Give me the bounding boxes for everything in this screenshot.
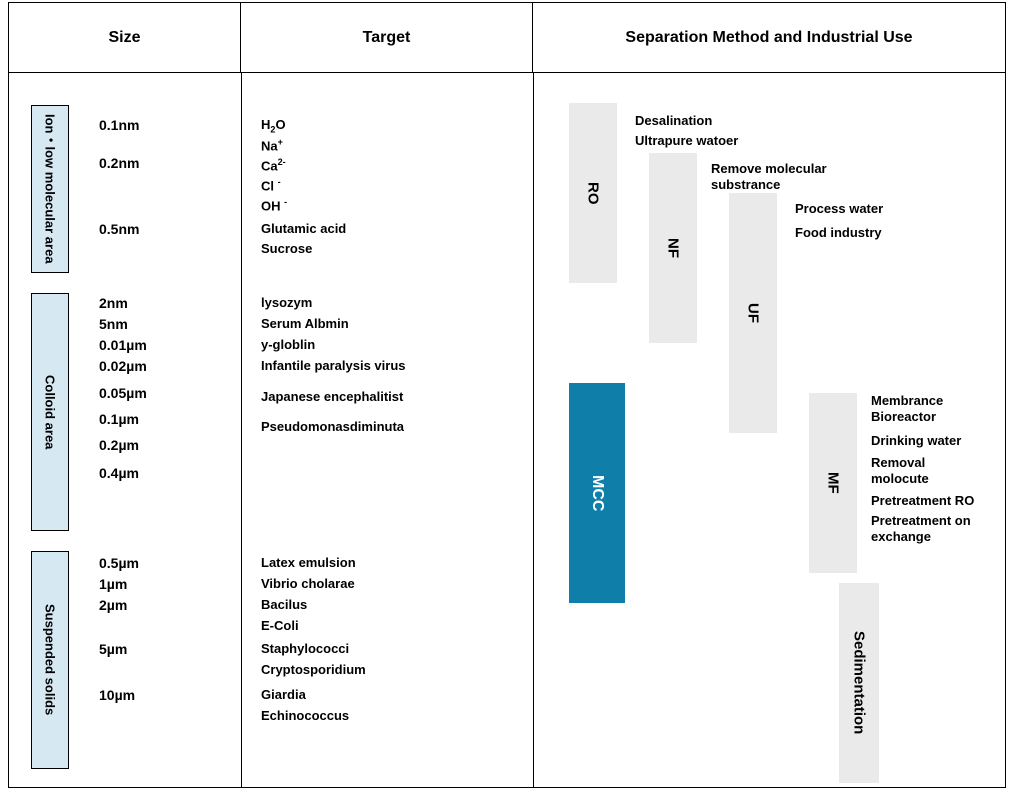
method-box-sed: Sedimentation xyxy=(839,583,879,783)
size-label: 0.1µm xyxy=(99,411,139,427)
size-label: 0.5nm xyxy=(99,221,139,237)
column-divider-2 xyxy=(533,73,534,787)
header-size: Size xyxy=(9,3,241,72)
industrial-use-label: Pretreatment onexchange xyxy=(871,513,971,546)
area-tag-label: Suspended solids xyxy=(43,604,58,715)
target-label: Na+ xyxy=(261,137,283,155)
target-label: Serum Albmin xyxy=(261,316,349,333)
method-box-label: UF xyxy=(745,303,762,323)
method-box-uf: UF xyxy=(729,193,777,433)
industrial-use-label: MembranceBioreactor xyxy=(871,393,943,426)
size-label: 0.1nm xyxy=(99,117,139,133)
area-tag-label: Colloid area xyxy=(43,375,58,449)
target-label: Latex emulsion xyxy=(261,555,356,572)
industrial-use-label: Food industry xyxy=(795,225,882,241)
target-label: Vibrio cholarae xyxy=(261,576,355,593)
target-label: lysozym xyxy=(261,295,312,312)
header-method: Separation Method and Industrial Use xyxy=(533,3,1005,72)
target-label: Bacilus xyxy=(261,597,307,614)
size-label: 0.5µm xyxy=(99,555,139,571)
method-box-nf: NF xyxy=(649,153,697,343)
size-label: 5µm xyxy=(99,641,127,657)
column-divider-1 xyxy=(241,73,242,787)
size-label: 0.2nm xyxy=(99,155,139,171)
area-tag-colloid: Colloid area xyxy=(31,293,69,531)
target-label: E-Coli xyxy=(261,618,299,635)
target-label: Ca2- xyxy=(261,157,286,175)
target-label: Infantile paralysis virus xyxy=(261,358,406,375)
target-label: y-globlin xyxy=(261,337,315,354)
industrial-use-label: Desalination xyxy=(635,113,712,129)
target-label: Pseudomonasdiminuta xyxy=(261,419,404,436)
diagram-container: Size Target Separation Method and Indust… xyxy=(8,2,1006,788)
target-label: Cryptosporidium xyxy=(261,662,366,679)
header-target: Target xyxy=(241,3,533,72)
industrial-use-label: Remove molecularsubstrance xyxy=(711,161,827,194)
size-label: 2nm xyxy=(99,295,128,311)
target-label: H2O xyxy=(261,117,286,136)
size-label: 5nm xyxy=(99,316,128,332)
method-box-label: MCC xyxy=(588,475,606,511)
size-label: 0.01µm xyxy=(99,337,147,353)
header-row: Size Target Separation Method and Indust… xyxy=(9,3,1005,73)
target-label: Cl - xyxy=(261,177,281,195)
method-box-label: RO xyxy=(585,182,602,205)
target-label: Glutamic acid xyxy=(261,221,346,238)
industrial-use-label: Process water xyxy=(795,201,883,217)
target-label: Echinococcus xyxy=(261,708,349,725)
size-label: 2µm xyxy=(99,597,127,613)
size-label: 0.05µm xyxy=(99,385,147,401)
industrial-use-label: Pretreatment RO xyxy=(871,493,974,509)
method-box-mf: MF xyxy=(809,393,857,573)
method-box-label: Sedimentation xyxy=(851,631,868,734)
target-label: Giardia xyxy=(261,687,306,704)
method-box-label: MF xyxy=(825,472,842,494)
target-label: OH - xyxy=(261,197,287,215)
target-label: Japanese encephalitist xyxy=(261,389,403,406)
size-label: 0.02µm xyxy=(99,358,147,374)
size-label: 0.4µm xyxy=(99,465,139,481)
industrial-use-label: Drinking water xyxy=(871,433,961,449)
industrial-use-label: Removalmolocute xyxy=(871,455,929,488)
area-tag-suspended: Suspended solids xyxy=(31,551,69,769)
area-tag-ion: Ion・low molecular area xyxy=(31,105,69,273)
diagram-body: Ion・low molecular area Colloid area Suspen… xyxy=(9,73,1005,787)
area-tag-label: Ion・low molecular area xyxy=(41,114,60,264)
target-label: Sucrose xyxy=(261,241,312,258)
industrial-use-label: Ultrapure watoer xyxy=(635,133,738,149)
size-label: 0.2µm xyxy=(99,437,139,453)
size-label: 1µm xyxy=(99,576,127,592)
method-box-ro: RO xyxy=(569,103,617,283)
size-label: 10µm xyxy=(99,687,135,703)
method-box-label: NF xyxy=(665,238,682,258)
target-label: Staphylococci xyxy=(261,641,349,658)
method-box-mcc: MCC xyxy=(569,383,625,603)
